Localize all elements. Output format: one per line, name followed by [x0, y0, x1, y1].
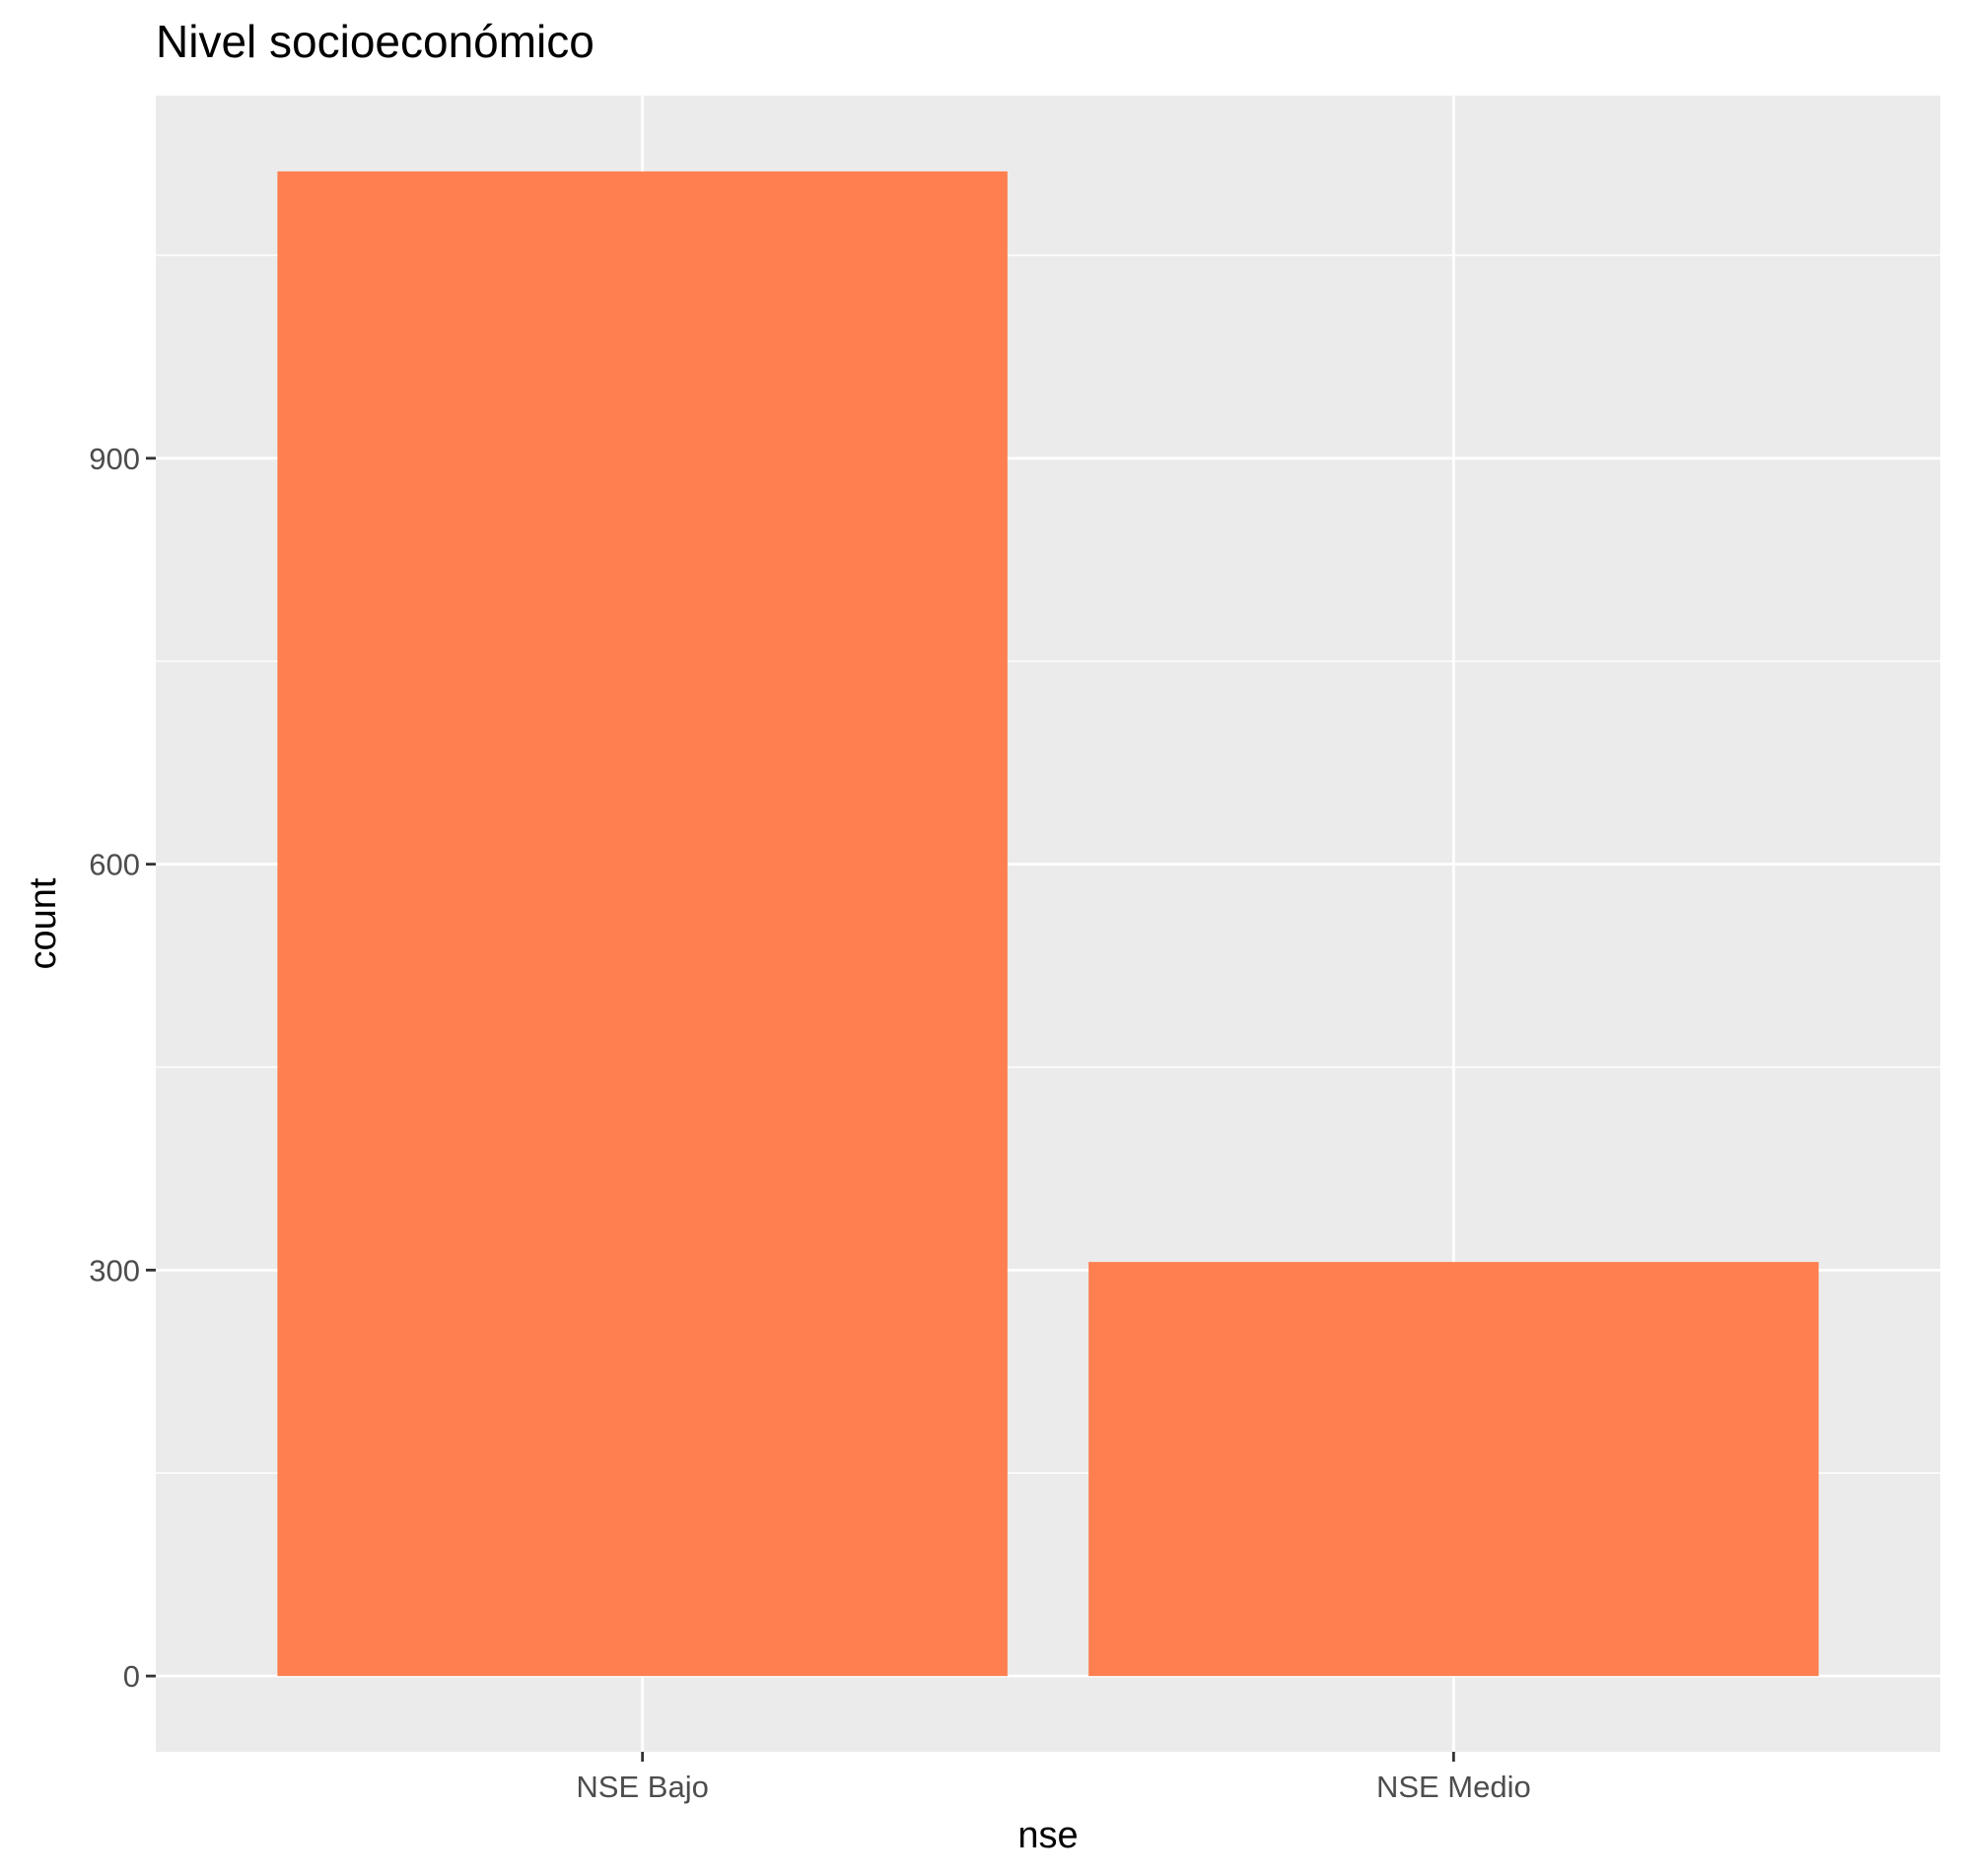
bar — [277, 171, 1008, 1677]
y-tick-label: 600 — [89, 848, 140, 882]
chart-title: Nivel socioeconómico — [156, 16, 595, 67]
bars — [277, 171, 1819, 1677]
y-axis: 0 300 600 900 — [89, 442, 156, 1694]
bar — [1088, 1262, 1819, 1677]
x-tick-label: NSE Medio — [1376, 1770, 1531, 1804]
x-axis-title: nse — [1017, 1815, 1078, 1856]
x-axis: NSE Bajo NSE Medio — [576, 1752, 1531, 1804]
y-tick-label: 300 — [89, 1253, 140, 1287]
y-tick-label: 0 — [123, 1659, 140, 1694]
x-tick-label: NSE Bajo — [576, 1770, 708, 1804]
y-tick-label: 900 — [89, 442, 140, 476]
y-axis-title: count — [23, 877, 64, 969]
